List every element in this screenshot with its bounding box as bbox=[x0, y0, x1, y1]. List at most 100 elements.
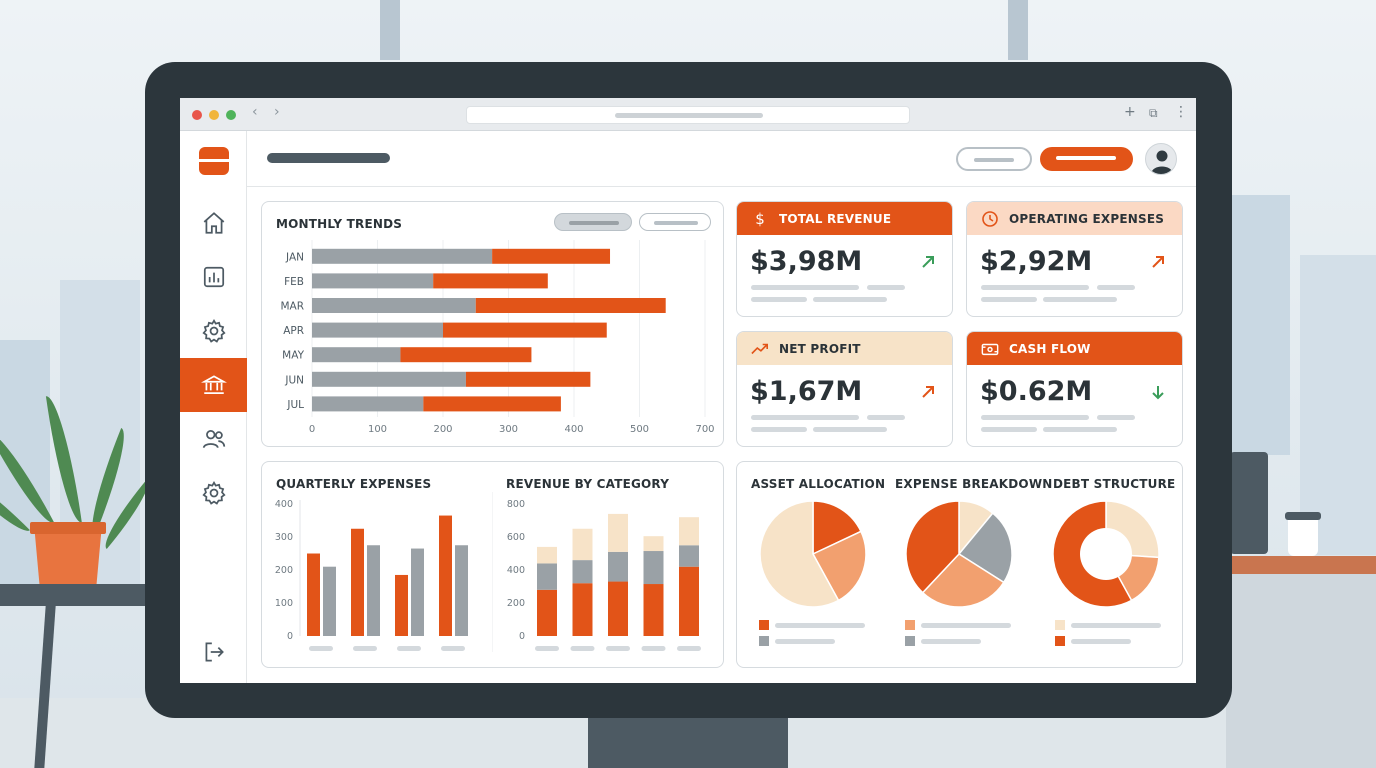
x-tick-label: 100 bbox=[368, 424, 387, 435]
kpi-detail-placeholder bbox=[751, 415, 859, 420]
trend-bar bbox=[465, 371, 591, 387]
users-icon[interactable] bbox=[180, 412, 247, 466]
filter-pill[interactable] bbox=[639, 213, 711, 231]
kpi-label: NET PROFIT bbox=[779, 341, 861, 356]
trend-down-arrow-icon bbox=[1150, 384, 1166, 400]
y-tick-label: 100 bbox=[275, 598, 293, 609]
legend-swatch bbox=[759, 620, 769, 630]
back-arrow-icon[interactable]: ‹ bbox=[252, 104, 258, 120]
app-logo[interactable] bbox=[199, 147, 229, 175]
more-menu-icon[interactable]: ⋮ bbox=[1174, 104, 1188, 120]
sidebar bbox=[180, 131, 247, 683]
settings-gear-icon[interactable] bbox=[180, 466, 247, 520]
month-label: APR bbox=[283, 325, 304, 337]
x-label-placeholder bbox=[570, 646, 595, 651]
quarterly-bar bbox=[323, 566, 336, 636]
trend-up-icon bbox=[751, 340, 769, 358]
trend-bar bbox=[312, 396, 424, 412]
y-tick-label: 400 bbox=[507, 565, 525, 576]
x-tick-label: 700 bbox=[695, 424, 714, 435]
logout-icon[interactable] bbox=[180, 625, 247, 679]
category-bar-segment bbox=[679, 517, 699, 546]
top-header bbox=[247, 131, 1196, 187]
quarterly-bar bbox=[395, 574, 408, 636]
primary-button[interactable] bbox=[1040, 147, 1133, 171]
trend-up-arrow-icon bbox=[920, 384, 936, 400]
asset-allocation-title: ASSET ALLOCATION bbox=[751, 477, 886, 491]
dollar-icon: $ bbox=[751, 210, 769, 228]
pie-slice bbox=[759, 500, 840, 608]
legend-label-placeholder bbox=[775, 639, 835, 644]
kpi-label: CASH FLOW bbox=[1009, 341, 1091, 356]
kpi-detail-placeholder bbox=[1097, 285, 1135, 290]
y-tick-label: 200 bbox=[275, 565, 293, 576]
url-bar[interactable] bbox=[466, 106, 910, 124]
plant-pot bbox=[34, 524, 102, 584]
month-label: JUL bbox=[286, 399, 304, 411]
legend-swatch bbox=[1055, 636, 1065, 646]
month-label: MAR bbox=[280, 301, 304, 313]
y-tick-label: 400 bbox=[275, 499, 293, 510]
home-icon[interactable] bbox=[180, 196, 247, 250]
x-tick-label: 200 bbox=[433, 424, 452, 435]
cash-icon bbox=[981, 340, 999, 358]
gear-icon[interactable] bbox=[180, 304, 247, 358]
pie-slice bbox=[905, 500, 960, 594]
bank-icon[interactable] bbox=[180, 358, 247, 412]
filter-pill-label-placeholder bbox=[654, 221, 698, 225]
kpi-detail-placeholder bbox=[1043, 297, 1117, 302]
allocation-card: ASSET ALLOCATION EXPENSE BREAKDOWN DEBT … bbox=[736, 461, 1183, 668]
kpi-detail-placeholder bbox=[981, 285, 1089, 290]
chart-icon[interactable] bbox=[180, 250, 247, 304]
forward-arrow-icon[interactable]: › bbox=[274, 104, 280, 120]
y-tick-label: 300 bbox=[275, 532, 293, 543]
x-label-placeholder bbox=[397, 646, 421, 651]
quarterly-bar bbox=[455, 545, 468, 636]
background-building bbox=[1230, 195, 1290, 455]
clock-coin-icon bbox=[981, 210, 999, 228]
kpi-card-operating-expenses[interactable]: OPERATING EXPENSES $2,92M bbox=[966, 201, 1183, 317]
x-label-placeholder bbox=[309, 646, 333, 651]
kpi-card-net-profit[interactable]: NET PROFIT $1,67M bbox=[736, 331, 953, 447]
category-bar-segment bbox=[537, 589, 557, 636]
pie-slice bbox=[812, 500, 862, 556]
legend-swatch bbox=[905, 620, 915, 630]
desk-base bbox=[1226, 574, 1376, 768]
secondary-button[interactable] bbox=[956, 147, 1032, 171]
kpi-card-cash-flow[interactable]: CASH FLOW $0.62M bbox=[966, 331, 1183, 447]
x-tick-label: 0 bbox=[309, 424, 315, 435]
close-window-dot[interactable] bbox=[192, 110, 202, 120]
trend-bar bbox=[400, 347, 532, 363]
trend-bar bbox=[312, 347, 401, 363]
browser-chrome: ‹ › + ⧉ ⋮ bbox=[180, 98, 1196, 131]
filter-pill-active[interactable] bbox=[554, 213, 632, 231]
y-tick-label: 600 bbox=[507, 532, 525, 543]
dashboard-screen: ‹ › + ⧉ ⋮ bbox=[180, 98, 1196, 683]
legend-swatch bbox=[759, 636, 769, 646]
trend-bar bbox=[433, 273, 548, 289]
category-bar-segment bbox=[572, 528, 593, 561]
trend-bar bbox=[443, 322, 607, 338]
donut-hole bbox=[1080, 528, 1132, 580]
x-label-placeholder bbox=[606, 646, 630, 651]
background-building bbox=[1300, 255, 1376, 555]
new-tab-plus-icon[interactable]: + bbox=[1124, 104, 1136, 120]
user-avatar[interactable] bbox=[1145, 143, 1177, 175]
window-tile-icon[interactable]: ⧉ bbox=[1149, 106, 1158, 120]
trend-bar bbox=[492, 248, 611, 264]
maximize-window-dot[interactable] bbox=[226, 110, 236, 120]
kpi-card-total-revenue[interactable]: $ TOTAL REVENUE $3,98M bbox=[736, 201, 953, 317]
x-label-placeholder bbox=[677, 646, 701, 651]
trend-bar bbox=[423, 396, 561, 412]
legend-swatch bbox=[905, 636, 915, 646]
month-label: MAY bbox=[282, 350, 304, 362]
plant-pot-rim bbox=[30, 522, 106, 534]
expenses-revenue-card: QUARTERLY EXPENSES REVENUE BY CATEGORY 0… bbox=[261, 461, 724, 668]
minimize-window-dot[interactable] bbox=[209, 110, 219, 120]
monitor-stand bbox=[588, 712, 788, 768]
category-bar-segment bbox=[643, 536, 664, 552]
category-bar-segment bbox=[572, 560, 593, 584]
kpi-detail-placeholder bbox=[813, 427, 887, 432]
kpi-detail-placeholder bbox=[1097, 415, 1135, 420]
window-beam bbox=[380, 0, 400, 60]
